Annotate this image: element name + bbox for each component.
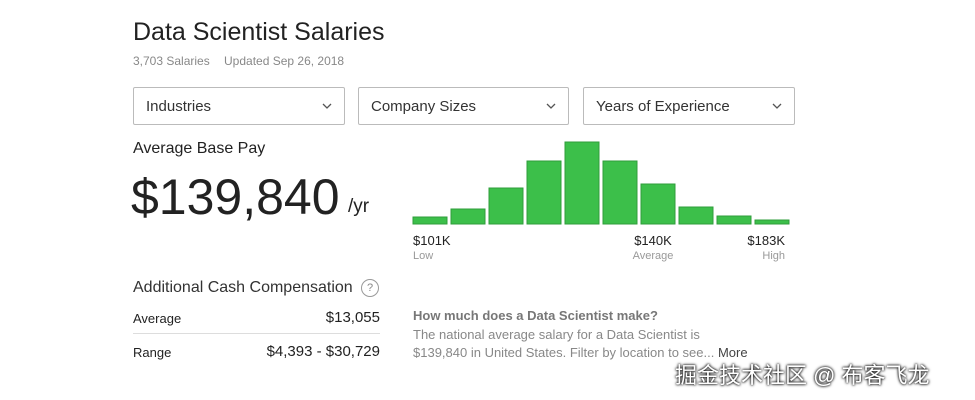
base-pay-amount: $139,840 (131, 169, 340, 225)
chevron (546, 103, 556, 109)
divider (133, 333, 380, 334)
filter-label: Industries (146, 98, 212, 115)
range-caption: Average (633, 250, 674, 262)
range-amount: $140K (634, 233, 672, 248)
histogram-bar (754, 219, 790, 225)
row-value: $13,055 (325, 309, 380, 326)
histogram-bar (564, 141, 600, 225)
row-label: Range (133, 345, 172, 360)
base-pay-label: Average Base Pay (133, 140, 266, 157)
filter-dropdown[interactable]: Years of Experience (583, 87, 795, 125)
row-value: $4,393 - $30,729 (266, 343, 380, 360)
base-pay-unit: /yr (348, 196, 370, 217)
description: The national average salary for a Data S… (413, 327, 700, 342)
title: Data Scientist Salaries (133, 18, 385, 46)
filter-dropdown[interactable]: Company Sizes (358, 87, 569, 125)
histogram-bar (488, 187, 524, 225)
description: $139,840 in United States. Filter by loc… (413, 345, 748, 360)
histogram-bar (678, 206, 714, 225)
more-link[interactable]: More (717, 345, 748, 360)
question: How much does a Data Scientist make? (413, 308, 658, 323)
salary-count: 3,703 Salaries (133, 54, 210, 68)
filter-label: Years of Experience (596, 98, 730, 115)
filter-dropdown[interactable]: Industries (133, 87, 345, 125)
histogram-bar (716, 215, 752, 225)
histogram-bar (602, 160, 638, 225)
histogram-bar (526, 160, 562, 225)
chevron (772, 103, 782, 109)
range-caption: Low (413, 250, 433, 262)
description-text: $139,840 in United States. Filter by loc… (413, 345, 715, 360)
histogram: $101K Low $140K Average $183K High (412, 141, 790, 262)
range-amount: $101K (413, 233, 451, 248)
row-label: Average (133, 311, 182, 326)
updated: Updated Sep 26, 2018 (224, 54, 345, 68)
range-caption: High (762, 250, 785, 262)
range-amount: $183K (747, 233, 785, 248)
chevron (322, 103, 332, 109)
histogram-bar (640, 183, 676, 225)
help-icon[interactable]: ? (361, 279, 379, 297)
cash-title: Additional Cash Compensation (133, 279, 353, 296)
histogram-bar (450, 208, 486, 225)
watermark: 掘金技术社区 @ 布客飞龙 (675, 363, 930, 388)
histogram-bar (412, 216, 448, 225)
filter-label: Company Sizes (371, 98, 477, 115)
